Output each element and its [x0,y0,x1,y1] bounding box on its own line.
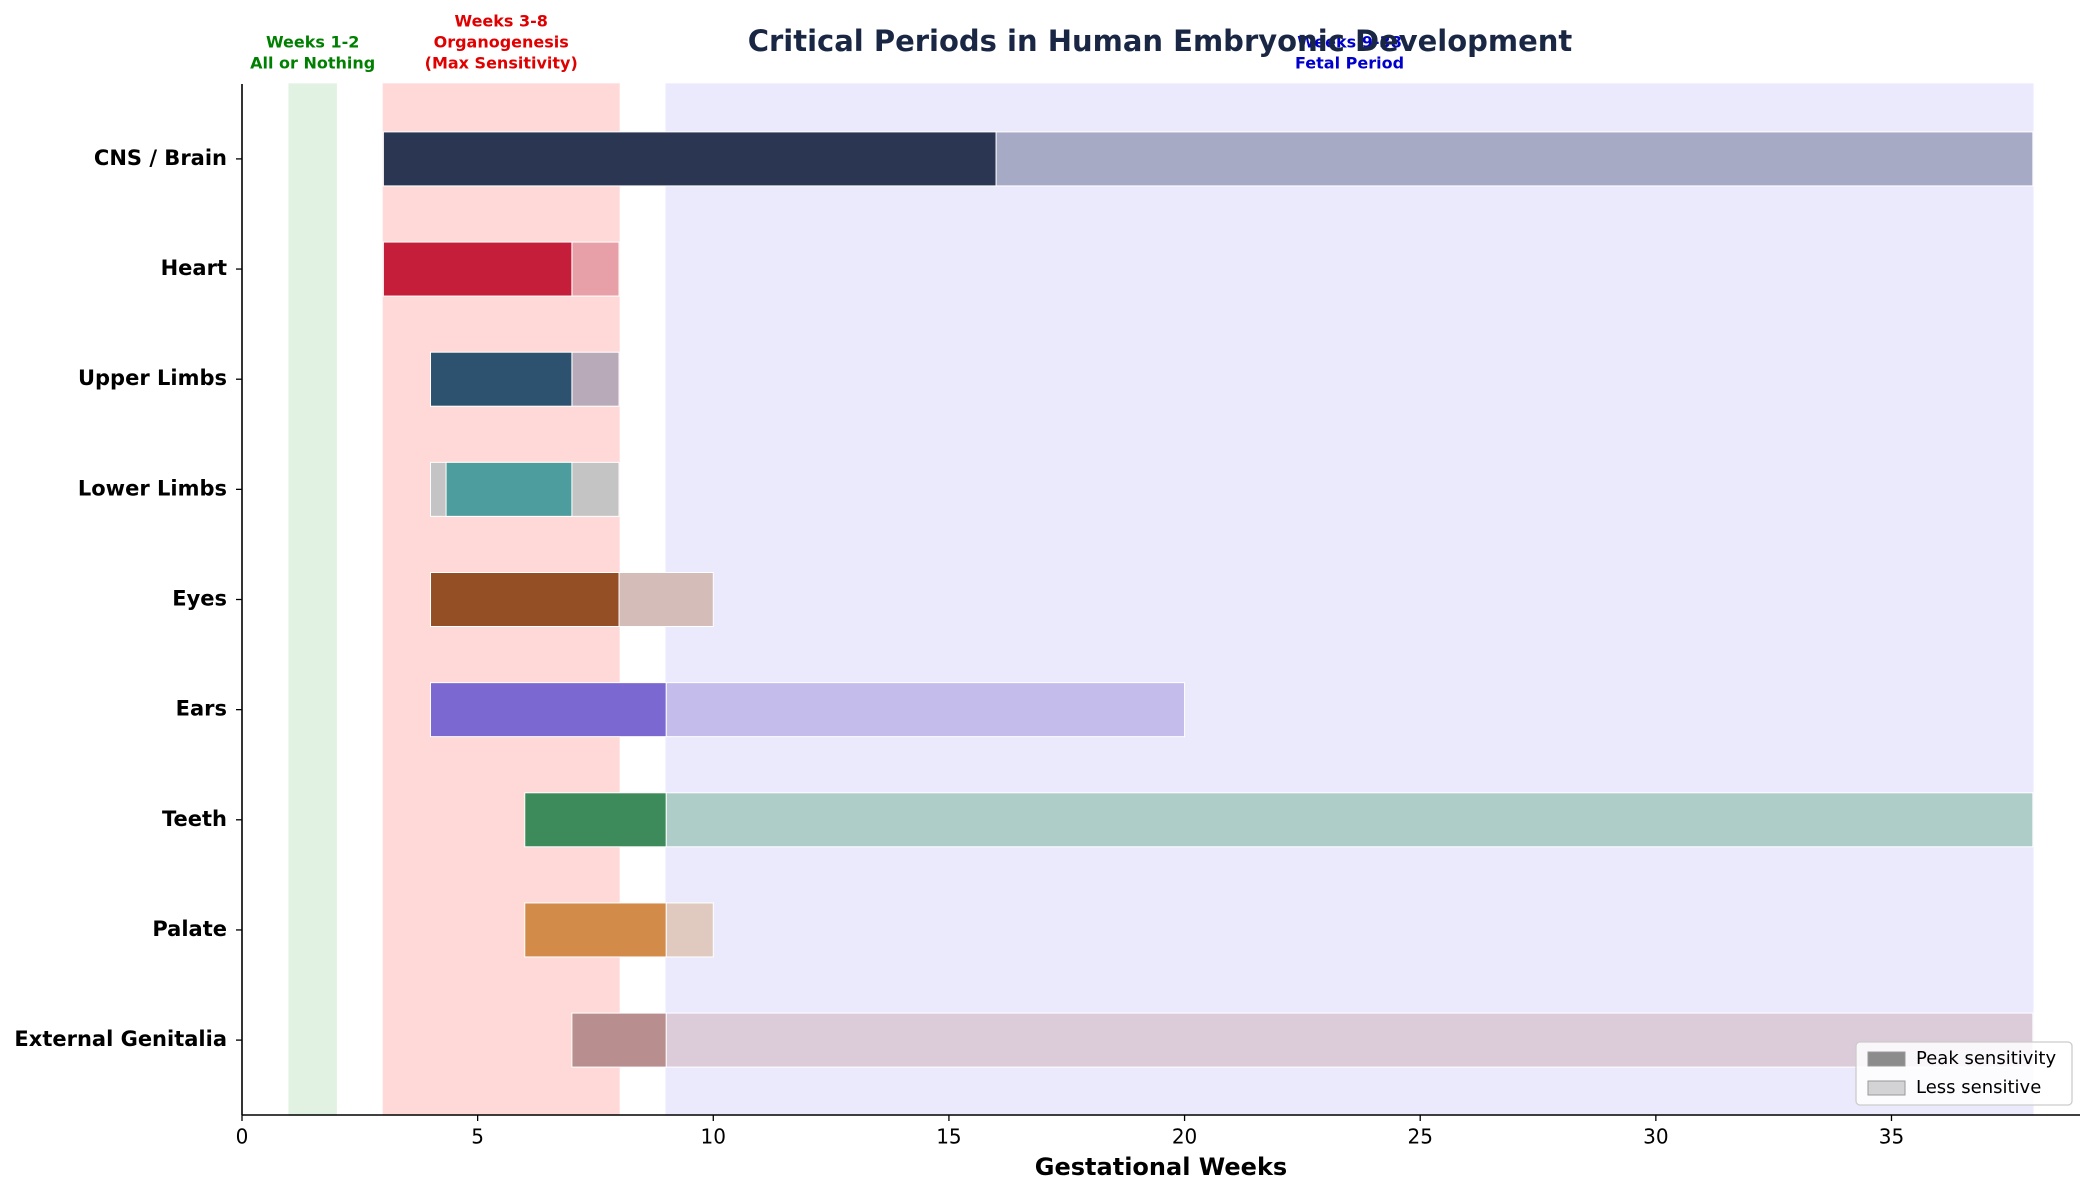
x-tick-label: 30 [1643,1125,1668,1149]
phase-label: Weeks 9-38 [1297,33,1402,52]
y-tick-label: Upper Limbs [78,366,227,390]
bar-layer [382,131,2034,1068]
y-tick-label: External Genitalia [14,1027,227,1051]
less-sensitive-bar [995,131,2034,187]
legend-box [1855,1041,2073,1106]
phase-label: Fetal Period [1295,54,1404,73]
less-sensitive-bar [665,902,714,958]
legend-swatch [1867,1080,1906,1096]
peak-sensitivity-bar [524,902,667,958]
peak-sensitivity-bar [430,351,573,407]
x-tick-label: 20 [1172,1125,1197,1149]
x-tick-label: 0 [236,1125,249,1149]
y-tick-label: Heart [161,256,227,280]
y-tick-label: Ears [176,697,227,721]
phase-band [288,83,338,1116]
phase-label: Organogenesis [434,33,569,52]
less-sensitive-bar [571,241,620,297]
peak-sensitivity-bar [571,1012,667,1068]
axis-layer: Weeks 1-2 All or Nothing Weeks 3-8 Organoge… [14,12,2080,1149]
x-tick-label: 15 [936,1125,961,1149]
x-tick-label: 25 [1407,1125,1432,1149]
y-tick-label: Palate [152,917,227,941]
legend-label: Peak sensitivity [1916,1048,2056,1069]
less-sensitive-bar [618,572,714,627]
less-sensitive-bar [665,682,1186,738]
x-tick-label: 35 [1879,1125,1904,1149]
legend-label: Less sensitive [1916,1077,2041,1098]
less-sensitive-bar [571,351,620,407]
peak-sensitivity-bar [430,682,667,738]
peak-sensitivity-bar [430,572,620,627]
less-sensitive-bar [665,1012,2034,1068]
x-axis-label: Gestational Weeks [1035,1153,1287,1181]
peak-sensitivity-bar [382,241,573,297]
y-tick-label: Teeth [162,807,227,831]
y-tick-label: CNS / Brain [94,146,227,170]
peak-sensitivity-bar [382,131,997,187]
y-tick-label: Eyes [172,587,227,611]
legend-swatch [1867,1051,1906,1067]
x-tick-label: 5 [471,1125,484,1149]
peak-sensitivity-bar [445,461,573,517]
phase-label: All or Nothing [250,54,375,73]
phase-label: Weeks 3-8 [454,12,547,31]
phase-label: (Max Sensitivity) [425,54,578,73]
less-sensitive-bar [665,792,2034,848]
y-tick-label: Lower Limbs [78,476,227,500]
phase-band [665,83,2034,1116]
chart-title: Critical Periods in Human Embryonic Deve… [748,24,1573,58]
peak-sensitivity-bar [524,792,667,848]
x-tick-label: 10 [701,1125,726,1149]
phase-label: Weeks 1-2 [266,33,359,52]
